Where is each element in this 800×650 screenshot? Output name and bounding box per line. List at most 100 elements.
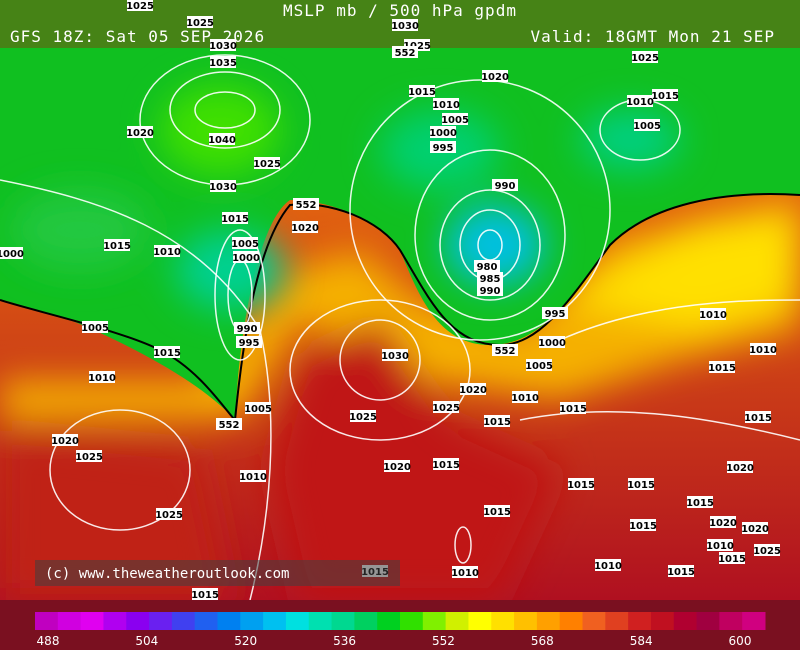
- isobar-label-bg: [542, 307, 568, 319]
- isobar-label: 1015: [559, 404, 587, 415]
- isobar-label-bg: [232, 237, 258, 249]
- isobar-label-bg: [668, 565, 694, 577]
- isobar-label: 1010: [699, 310, 727, 321]
- isobar-label: 1010: [749, 345, 777, 356]
- isobar-label: 1025: [75, 452, 103, 463]
- isobar-label: 1015: [221, 214, 249, 225]
- isobar-label-bg: [209, 133, 235, 145]
- color-swatch: [628, 612, 652, 630]
- scale-label: 600: [729, 634, 752, 648]
- color-swatch: [57, 612, 82, 630]
- isobar-label-bg: [210, 180, 236, 192]
- isobar-label-bg: [409, 85, 435, 97]
- isobar-label-bg: [492, 179, 518, 191]
- isobar-label: 1015: [718, 554, 746, 565]
- isobar-label: 1010: [451, 568, 479, 579]
- color-swatch: [80, 612, 104, 630]
- color-swatch: [354, 612, 378, 630]
- isobar-label-bg: [710, 516, 736, 528]
- isobar-label: 1010: [511, 393, 539, 404]
- isobar-label: 1005: [81, 323, 109, 334]
- isobar-label-bg: [484, 505, 510, 517]
- isobar-label-bg: [484, 415, 510, 427]
- isobar-label-bg: [560, 402, 586, 414]
- isobar-label-bg: [236, 336, 262, 348]
- isobar-label-bg: [707, 539, 733, 551]
- isobar-label: 1025: [253, 159, 281, 170]
- isobar-label-bg: [384, 460, 410, 472]
- isobar-label-bg: [632, 51, 658, 63]
- isobar-label-bg: [192, 588, 218, 600]
- isobar-label: 1015: [627, 480, 655, 491]
- isobar-label: 1025: [631, 53, 659, 64]
- color-swatch: [582, 612, 606, 630]
- color-scale: 488 504 520 536 552 568 584 600: [35, 612, 766, 648]
- isobar-label-bg: [292, 221, 318, 233]
- isobar-label: 990: [495, 181, 516, 192]
- isobar-label: 552: [395, 48, 416, 59]
- color-swatch: [696, 612, 720, 630]
- isobar-label: 1005: [244, 404, 272, 415]
- isobar-label-bg: [392, 19, 418, 31]
- isobar-label: 1015: [629, 521, 657, 532]
- isobar-label: 1015: [686, 498, 714, 509]
- color-swatch: [171, 612, 196, 630]
- isobar-label: 1015: [483, 417, 511, 428]
- isobar-label-bg: [442, 113, 468, 125]
- isobar-label-bg: [216, 418, 242, 430]
- isobar-label: 1000: [232, 253, 260, 264]
- isobar-label-bg: [727, 461, 753, 473]
- isobar-label-bg: [474, 260, 500, 272]
- scale-label: 584: [630, 634, 653, 648]
- color-swatch: [126, 612, 150, 630]
- isobar-label: 1030: [209, 182, 237, 193]
- color-swatch: [605, 612, 629, 630]
- isobar-label: 1020: [481, 72, 509, 83]
- isobar-label-bg: [512, 391, 538, 403]
- trough-shading: [10, 85, 680, 310]
- scale-label: 568: [531, 634, 554, 648]
- isobar-label-bg: [477, 272, 503, 284]
- isobar-label: 1020: [459, 385, 487, 396]
- scale-label: 552: [432, 634, 455, 648]
- color-swatch: [491, 612, 515, 630]
- isobar-label: 1025: [186, 18, 214, 29]
- copyright-band: [35, 560, 400, 586]
- isobar-label-bg: [222, 212, 248, 224]
- isobar-label-bg: [628, 478, 654, 490]
- isobar-label-bg: [233, 251, 259, 263]
- isobar-label-bg: [127, 0, 153, 11]
- color-swatch: [468, 612, 492, 630]
- isobar-label: 1010: [626, 97, 654, 108]
- color-swatch: [103, 612, 127, 630]
- isobar-label-bg: [595, 559, 621, 571]
- isobar-label: 1000: [0, 249, 24, 260]
- isobar-label-bg: [539, 336, 565, 348]
- color-swatch: [559, 612, 583, 630]
- isobar-label: 980: [477, 262, 498, 273]
- isobar-label: 1030: [381, 351, 409, 362]
- isobar-label-bg: [187, 16, 213, 28]
- isobar-label: 1035: [209, 58, 237, 69]
- copyright: (c) www.theweatheroutlook.com: [45, 566, 289, 582]
- isobar-label-bg: [482, 70, 508, 82]
- color-swatch: [422, 612, 447, 630]
- color-swatch: [536, 612, 561, 630]
- isobar-label: 1030: [391, 21, 419, 32]
- isobar-label: 1015: [483, 507, 511, 518]
- isobar-label: 1015: [744, 413, 772, 424]
- isobar-label-bg: [234, 322, 260, 334]
- isobar-label-bg: [745, 411, 771, 423]
- color-swatch: [35, 612, 59, 630]
- isobar-label: 1025: [349, 412, 377, 423]
- color-swatch: [194, 612, 218, 630]
- isobar-label-bg: [477, 284, 503, 296]
- isobar-label-bg: [742, 522, 768, 534]
- isobar-label-bg: [430, 126, 456, 138]
- isobar-label: 1015: [432, 460, 460, 471]
- color-swatch: [673, 612, 698, 630]
- color-swatch: [331, 612, 355, 630]
- isobar-label-bg: [433, 401, 459, 413]
- isobar-label-bg: [104, 239, 130, 251]
- scale-label: 520: [234, 634, 257, 648]
